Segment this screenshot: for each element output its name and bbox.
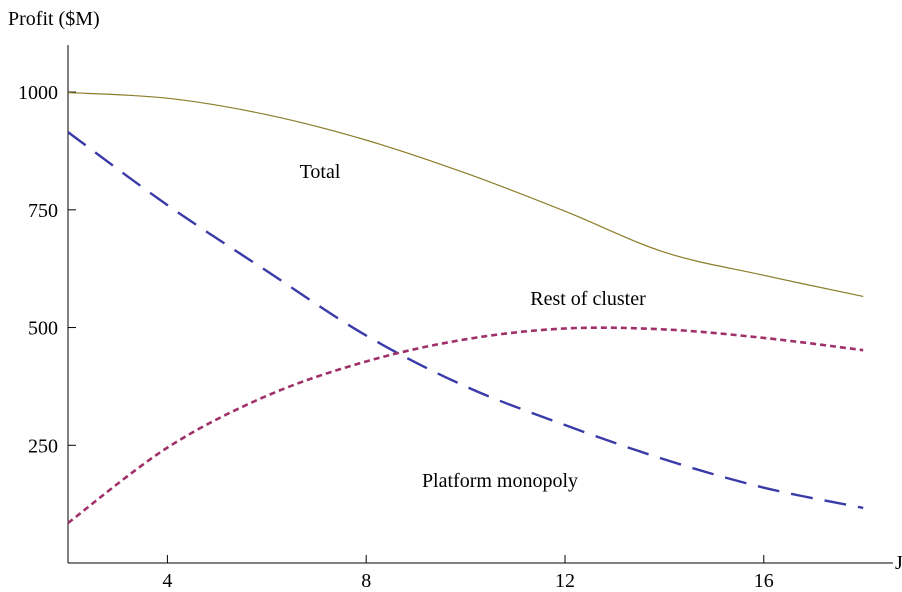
y-tick-label: 500 bbox=[28, 318, 58, 340]
y-tick-label: 1000 bbox=[18, 82, 58, 104]
y-axis-label: Profit ($M) bbox=[8, 8, 100, 30]
annotation-layer: Total Rest of cluster Platform monopoly bbox=[300, 161, 647, 492]
series-line-rest-of-cluster bbox=[67, 326, 864, 525]
series-line-total bbox=[67, 91, 864, 298]
annotation-rest-of-cluster: Rest of cluster bbox=[530, 288, 646, 310]
x-tick-label: 16 bbox=[754, 570, 774, 592]
series-line-platform-monopoly bbox=[67, 131, 864, 510]
x-axis-label: J bbox=[895, 552, 902, 574]
x-tick-label: 12 bbox=[555, 570, 575, 592]
y-tick-label: 750 bbox=[28, 200, 58, 222]
x-tick-label: 4 bbox=[162, 570, 172, 592]
annotation-platform-monopoly: Platform monopoly bbox=[422, 470, 578, 492]
axes: 4 8 12 16 250 500 750 1000 Profit ($M) J bbox=[8, 8, 902, 592]
y-tick-label: 250 bbox=[28, 435, 58, 457]
x-tick-label: 8 bbox=[361, 570, 371, 592]
series-layer bbox=[67, 91, 864, 525]
annotation-total: Total bbox=[300, 161, 341, 183]
